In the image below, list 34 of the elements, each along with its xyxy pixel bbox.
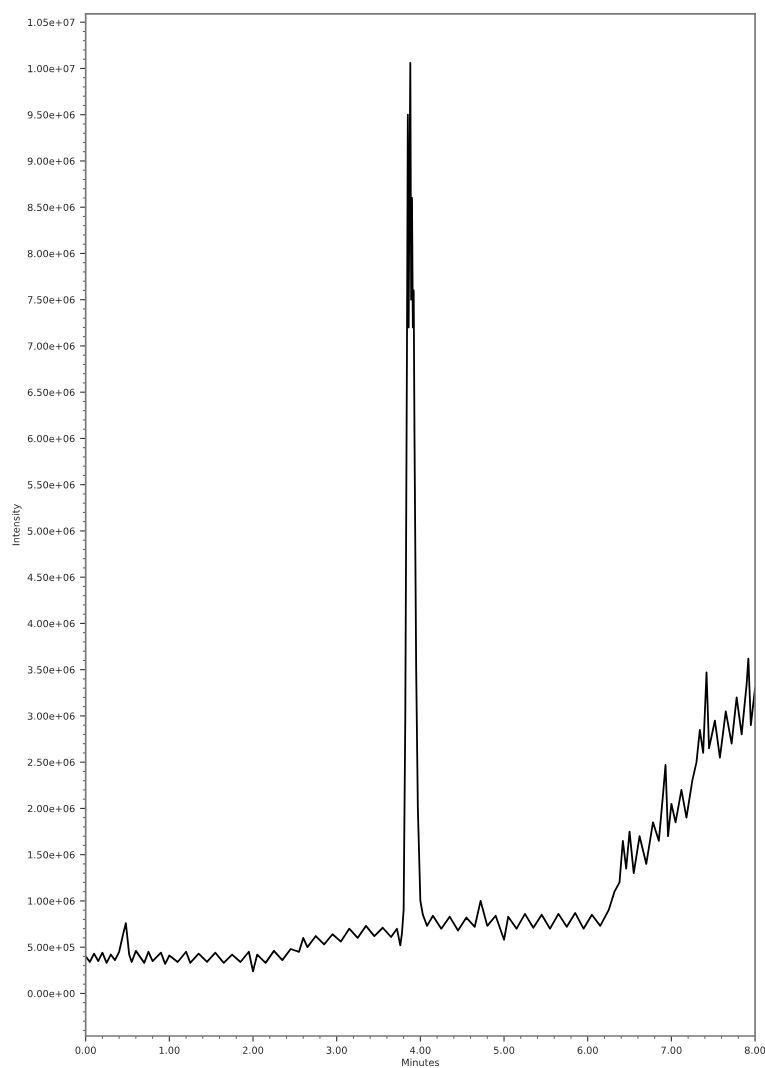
x-tick-label: 2.00 [242, 1046, 264, 1054]
y-tick-label: 1.00e+06 [28, 897, 75, 905]
y-axis-title: Intensity [12, 504, 22, 546]
y-tick-label: 0.00e+00 [27, 989, 75, 998]
y-tick-label: 9.00e+06 [27, 157, 75, 165]
y-tick-label: 1.50e+06 [28, 851, 75, 859]
x-axis-title: Minutes [402, 1058, 440, 1067]
y-tick-label: 1.05e+07 [28, 18, 75, 27]
x-tick-label: 4.00 [410, 1046, 431, 1054]
x-tick-label: 0.00 [75, 1046, 96, 1054]
x-tick-label: 1.00 [159, 1046, 180, 1054]
y-tick-label: 5.00e+05 [27, 943, 75, 951]
y-tick-label: 8.50e+06 [27, 203, 75, 212]
y-tick-label: 5.50e+06 [27, 481, 75, 489]
y-tick-label: 7.50e+06 [27, 296, 75, 304]
y-tick-label: 4.50e+06 [27, 573, 75, 582]
x-tick-label: 6.00 [577, 1046, 598, 1054]
y-tick-label: 8.00e+06 [27, 249, 75, 258]
y-tick-label: 3.50e+06 [27, 666, 75, 674]
y-tick-label: 1.00e+07 [28, 64, 75, 73]
x-tick-label: 5.00 [493, 1046, 515, 1054]
x-tick-label: 7.00 [661, 1046, 682, 1054]
y-tick-label: 4.00e+06 [27, 619, 75, 628]
y-tick-label: 7.00e+06 [27, 342, 75, 350]
x-tick-label: 3.00 [326, 1046, 347, 1054]
y-tick-label: 5.00e+06 [27, 527, 75, 535]
y-tick-label: 2.50e+06 [27, 758, 75, 767]
y-tick-label: 9.50e+06 [27, 111, 75, 119]
line-series [85, 62, 756, 973]
y-tick-label: 2.00e+06 [27, 804, 75, 813]
x-tick-label: 8.00 [744, 1046, 765, 1054]
y-tick-label: 6.50e+06 [27, 388, 75, 397]
y-tick-label: 3.00e+06 [27, 712, 75, 720]
y-tick-label: 6.00e+06 [27, 434, 75, 443]
